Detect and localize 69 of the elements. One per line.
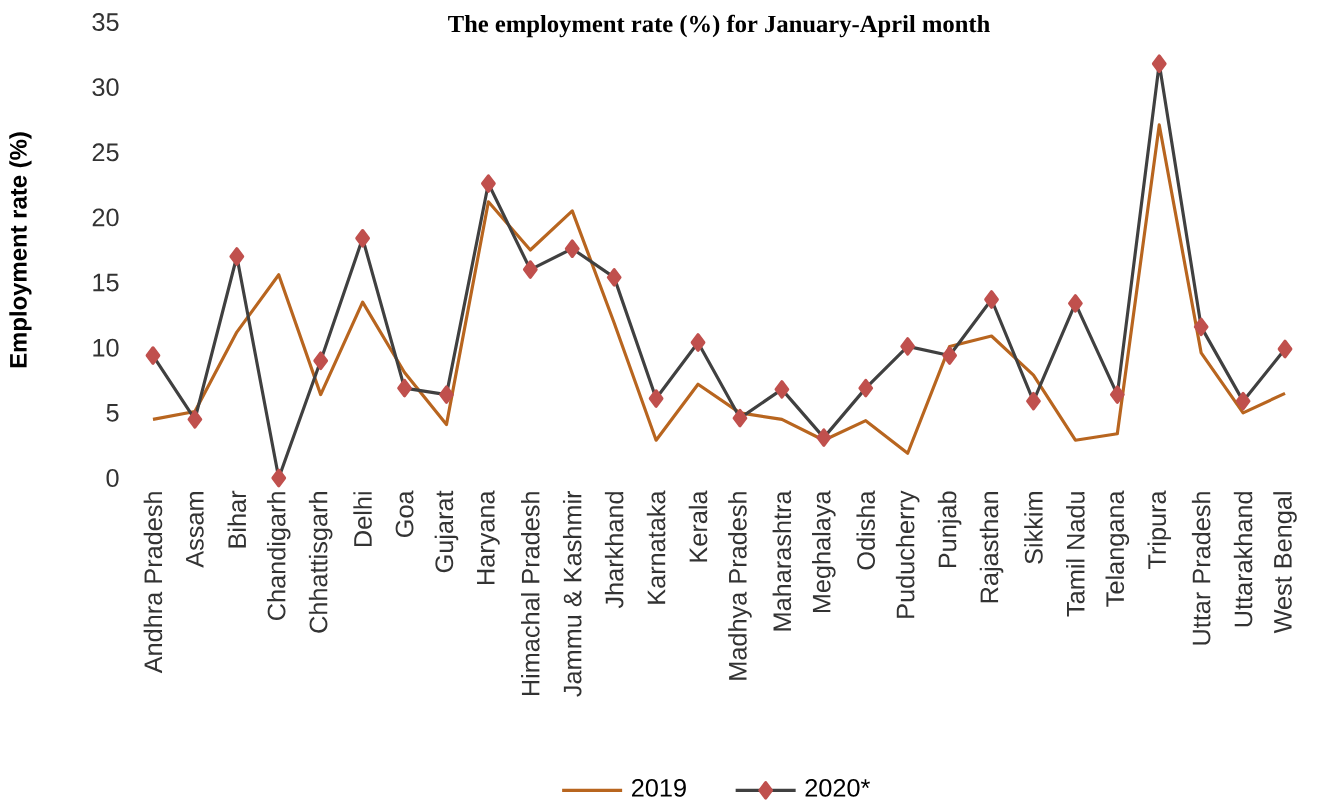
- point: [397, 378, 412, 398]
- point: [606, 268, 622, 287]
- x-tick-label: Chandigarh: [266, 492, 291, 620]
- y-tick-label: 0: [106, 469, 119, 487]
- point: [1151, 54, 1167, 74]
- x-tick-label: Sikkim: [1024, 492, 1043, 564]
- point: [648, 389, 664, 408]
- point: [942, 346, 957, 365]
- x-tick-label: Telangana: [1105, 490, 1130, 607]
- x-tick-label: Delhi: [353, 492, 372, 546]
- y-tick-label: 20: [92, 208, 119, 227]
- x-tick-label: Maharashtra: [772, 490, 792, 631]
- point: [271, 468, 287, 488]
- x-tick-label: Kerala: [688, 490, 708, 562]
- y-tick-label: 5: [106, 404, 119, 422]
- chart-title: The employment rate (%) for January-April month: [448, 14, 990, 38]
- point: [900, 337, 916, 356]
- x-tick-label: Jharkhand: [604, 492, 624, 609]
- point: [816, 428, 832, 447]
- point: [1235, 391, 1251, 411]
- point: [229, 247, 245, 266]
- point: [145, 346, 161, 365]
- point: [732, 408, 748, 428]
- point: [355, 228, 370, 248]
- x-tick-label: Madhya Pradesh: [728, 492, 752, 680]
- x-tick-label: Odisha: [856, 490, 876, 570]
- point: [522, 260, 538, 279]
- y-tick-label: 30: [92, 78, 119, 97]
- point: [313, 351, 329, 371]
- point: [1277, 339, 1293, 359]
- line-series: [151, 123, 1287, 455]
- point: [1068, 294, 1083, 313]
- point: [439, 385, 454, 404]
- y-axis-title: Employment rate (%): [9, 132, 32, 368]
- x-tick-label: Meghalaya: [812, 490, 836, 613]
- point: [1109, 385, 1125, 404]
- x-tick-label: Assam: [186, 492, 204, 568]
- y-tick-label: 35: [92, 13, 119, 31]
- x-tick-label: Himachal Pradesh: [521, 492, 540, 696]
- point: [1026, 391, 1041, 411]
- x-tick-label: Uttarakhand: [1233, 492, 1253, 627]
- x-tick-label: Jammu & Kashmir: [562, 490, 582, 697]
- x-tick-label: Uttar Pradesh: [1191, 492, 1211, 645]
- x-tick-label: Tamil Nadu: [1066, 492, 1085, 617]
- point: [858, 378, 874, 398]
- legend-label: 2020*: [805, 778, 870, 797]
- point: [1193, 317, 1209, 337]
- x-tick-label: Goa: [395, 490, 414, 537]
- x-tick-label: Rajasthan: [979, 492, 1004, 603]
- x-tick-label: Tripura: [1147, 490, 1172, 570]
- y-tick-label: 10: [93, 338, 119, 357]
- point: [564, 239, 580, 259]
- y-tick-label: 15: [93, 273, 119, 292]
- x-tick-label: Bihar: [227, 490, 247, 548]
- x-tick-label: Gujarat: [434, 490, 459, 573]
- point: [984, 290, 999, 309]
- x-tick-label: Puducherry: [895, 490, 920, 618]
- point: [690, 333, 706, 352]
- y-tick-label: 25: [92, 143, 119, 162]
- point: [481, 174, 496, 193]
- x-tick-label: Punjab: [937, 491, 962, 568]
- x-tick-label: Karnataka: [646, 490, 666, 604]
- x-tick-label: Haryana: [477, 490, 500, 584]
- legend-label: 2019: [632, 778, 686, 797]
- x-tick-label: West Bengal: [1273, 492, 1297, 634]
- x-tick-label: Andhra Pradesh: [143, 492, 163, 674]
- point: [187, 410, 203, 429]
- point: [774, 380, 790, 399]
- x-tick-label: Chhattisgarh: [308, 492, 333, 633]
